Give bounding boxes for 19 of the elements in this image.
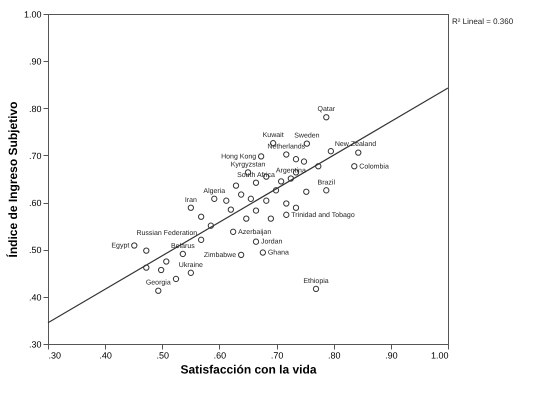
y-tick-label: .90 xyxy=(28,56,42,67)
y-tick-label: .30 xyxy=(28,340,42,350)
y-tick-label: .40 xyxy=(28,292,42,302)
x-tick-label: .60 xyxy=(214,350,226,360)
y-tick-label: .60 xyxy=(28,198,42,208)
y-tick-label: .50 xyxy=(28,245,42,256)
y-tick-label: 1.00 xyxy=(24,10,42,20)
x-tick-label: .50 xyxy=(156,350,170,360)
y-tick-label: .80 xyxy=(28,104,42,114)
x-tick-label: .40 xyxy=(99,350,112,360)
x-tick-label: 1.00 xyxy=(430,350,448,360)
x-tick-label: .90 xyxy=(385,350,398,360)
y-axis-title: Índice de Ingreso Subjetivo xyxy=(6,101,20,258)
x-tick-label: .70 xyxy=(270,350,284,360)
x-tick-label: .80 xyxy=(328,350,340,360)
text: R² Lineal = 0.360 xyxy=(452,17,514,26)
x-tick-label: .30 xyxy=(48,350,62,360)
y-tick-label: .70 xyxy=(28,150,42,161)
x-axis-title: Satisfacción con la vida xyxy=(180,362,317,376)
